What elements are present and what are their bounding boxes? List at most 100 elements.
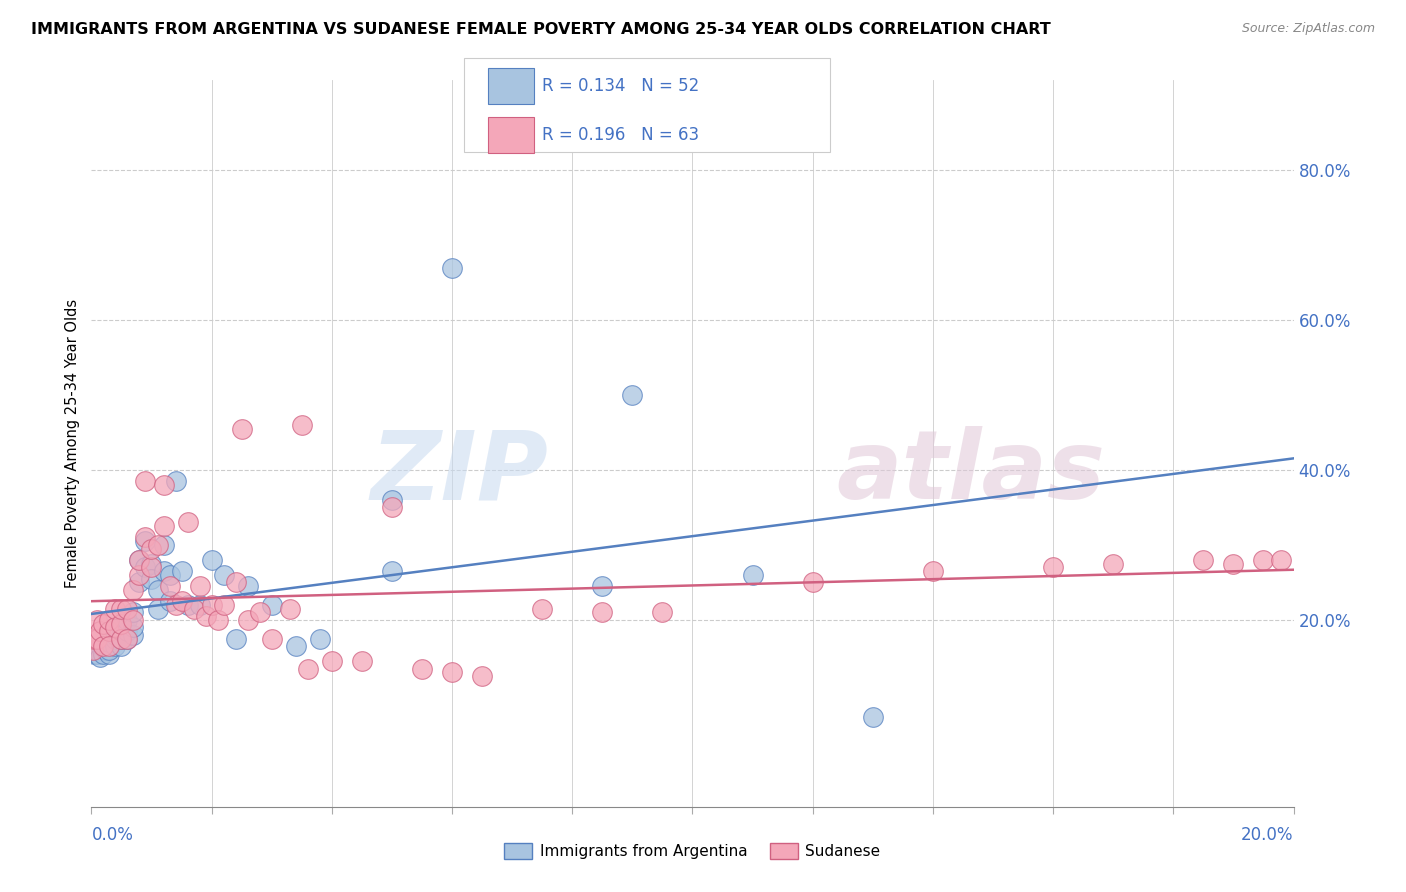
Point [98, 635, 121, 649]
Point [231, 422, 253, 436]
Point [1270, 553, 1292, 567]
Point [249, 606, 271, 620]
Point [440, 260, 463, 275]
Point [110, 632, 132, 646]
Point [183, 601, 205, 615]
Point [110, 632, 132, 646]
Point [440, 665, 463, 680]
Point [122, 628, 145, 642]
Point [117, 632, 139, 646]
Point [117, 624, 139, 639]
Point [381, 564, 404, 578]
Point [110, 620, 132, 634]
Point [83, 632, 105, 646]
Point [82, 643, 104, 657]
Point [411, 662, 433, 676]
Point [170, 594, 193, 608]
Point [128, 568, 150, 582]
Point [128, 553, 150, 567]
Point [471, 669, 494, 683]
Text: R = 0.196   N = 63: R = 0.196 N = 63 [543, 127, 700, 145]
Point [531, 601, 554, 615]
Text: 20.0%: 20.0% [1241, 826, 1294, 844]
Point [176, 598, 198, 612]
Point [86, 632, 108, 646]
Text: IMMIGRANTS FROM ARGENTINA VS SUDANESE FEMALE POVERTY AMONG 25-34 YEAR OLDS CORRE: IMMIGRANTS FROM ARGENTINA VS SUDANESE FE… [31, 22, 1050, 37]
Point [117, 601, 139, 615]
Point [236, 579, 259, 593]
Point [86, 647, 108, 661]
Point [134, 531, 156, 545]
Point [98, 639, 121, 653]
Point [128, 553, 150, 567]
Point [591, 606, 613, 620]
Point [381, 493, 404, 508]
Text: ZIP: ZIP [370, 426, 548, 519]
Point [651, 606, 673, 620]
Point [381, 500, 404, 515]
Point [207, 613, 229, 627]
Point [122, 606, 145, 620]
Point [146, 601, 169, 615]
Point [284, 639, 307, 653]
Point [86, 643, 108, 657]
Point [128, 575, 150, 590]
Point [321, 654, 343, 668]
Point [98, 643, 121, 657]
Point [862, 710, 884, 724]
Point [212, 598, 235, 612]
Point [110, 601, 132, 615]
Point [98, 624, 121, 639]
Point [134, 534, 156, 549]
Point [152, 519, 174, 533]
Point [122, 582, 145, 597]
Point [225, 632, 247, 646]
Point [93, 616, 115, 631]
Point [212, 568, 235, 582]
Point [152, 478, 174, 492]
Point [98, 613, 121, 627]
Point [591, 579, 613, 593]
Point [801, 575, 824, 590]
Point [165, 598, 187, 612]
Point [117, 632, 139, 646]
Point [89, 650, 111, 665]
Text: 0.0%: 0.0% [91, 826, 134, 844]
Point [152, 564, 174, 578]
Point [260, 598, 283, 612]
Point [297, 662, 319, 676]
Point [1192, 553, 1215, 567]
Point [350, 654, 373, 668]
Text: atlas: atlas [837, 426, 1105, 519]
Point [141, 557, 163, 571]
Point [104, 620, 127, 634]
Point [278, 601, 301, 615]
Point [159, 568, 181, 582]
Point [110, 616, 132, 631]
Point [146, 582, 169, 597]
Text: Source: ZipAtlas.com: Source: ZipAtlas.com [1241, 22, 1375, 36]
Point [741, 568, 763, 582]
Point [93, 639, 115, 653]
Point [104, 628, 127, 642]
Point [922, 564, 945, 578]
Point [201, 598, 224, 612]
Point [165, 475, 187, 489]
Point [93, 639, 115, 653]
Point [89, 624, 111, 639]
Text: R = 0.134   N = 52: R = 0.134 N = 52 [543, 78, 700, 95]
Point [146, 538, 169, 552]
Point [194, 609, 217, 624]
Point [104, 632, 127, 646]
Point [104, 639, 127, 653]
Point [1253, 553, 1275, 567]
Y-axis label: Female Poverty Among 25-34 Year Olds: Female Poverty Among 25-34 Year Olds [65, 299, 80, 589]
Point [104, 601, 127, 615]
Point [134, 560, 156, 574]
Point [159, 579, 181, 593]
Point [188, 598, 211, 612]
Point [134, 475, 156, 489]
Point [236, 613, 259, 627]
Point [117, 613, 139, 627]
Point [260, 632, 283, 646]
